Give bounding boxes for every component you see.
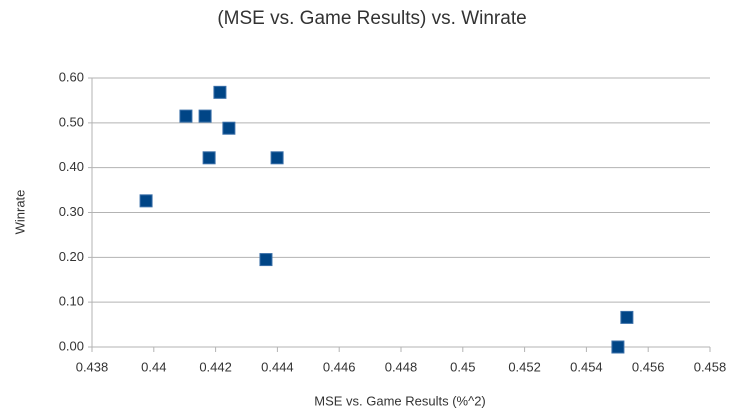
chart-title: (MSE vs. Game Results) vs. Winrate	[217, 8, 526, 29]
y-tick-label: 0.00	[59, 338, 84, 353]
point	[213, 85, 227, 99]
x-tick-label: 0.446	[323, 359, 356, 374]
y-tick-label: 0.50	[59, 114, 84, 129]
point	[179, 109, 193, 123]
y-axis-label: Winrate	[12, 190, 27, 235]
x-tick-label: 0.45	[450, 359, 475, 374]
x-tick-label: 0.454	[570, 359, 603, 374]
point	[611, 340, 625, 354]
y-tick-label: 0.20	[59, 249, 84, 264]
x-tick-label: 0.442	[199, 359, 232, 374]
point	[270, 151, 284, 165]
x-tick-label: 0.458	[694, 359, 727, 374]
y-tick-label: 0.40	[59, 159, 84, 174]
point	[202, 151, 216, 165]
point	[198, 109, 212, 123]
y-tick-label: 0.60	[59, 69, 84, 84]
y-tick-label: 0.30	[59, 204, 84, 219]
x-tick-label: 0.452	[508, 359, 541, 374]
x-tick-label: 0.448	[385, 359, 418, 374]
x-tick-label: 0.438	[76, 359, 109, 374]
point	[620, 310, 634, 324]
x-tick-label: 0.44	[141, 359, 166, 374]
point	[222, 121, 236, 135]
point	[139, 194, 153, 208]
y-tick-label: 0.10	[59, 294, 84, 309]
x-axis-label: MSE vs. Game Results (%^2)	[314, 393, 486, 408]
x-tick-label: 0.444	[261, 359, 294, 374]
x-tick-label: 0.456	[632, 359, 665, 374]
point	[259, 253, 273, 267]
